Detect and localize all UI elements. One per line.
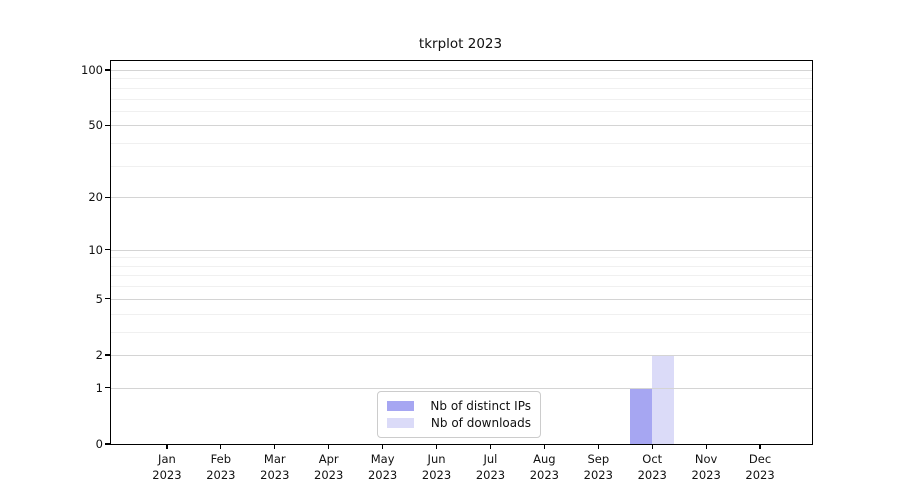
x-tick-label: Oct 2023 bbox=[637, 452, 667, 482]
gridline-minor bbox=[111, 331, 812, 333]
bar-distinct-ips bbox=[630, 387, 653, 444]
x-tick-label: May 2023 bbox=[367, 452, 398, 482]
x-tick-mark bbox=[597, 444, 599, 449]
legend-label-distinct-ips: Nb of distinct IPs bbox=[430, 398, 531, 413]
gridline-minor bbox=[111, 165, 812, 167]
y-tick-mark bbox=[105, 249, 111, 251]
x-tick-label: Nov 2023 bbox=[691, 452, 721, 482]
gridline-minor bbox=[111, 257, 812, 259]
x-tick-mark bbox=[435, 444, 438, 449]
y-tick-mark bbox=[105, 354, 111, 356]
legend-label-downloads: Nb of downloads bbox=[430, 415, 531, 430]
x-tick-label: Sep 2023 bbox=[583, 452, 613, 482]
y-tick-mark bbox=[105, 196, 111, 198]
legend-entry-distinct-ips: Nb of distinct IPs bbox=[387, 397, 531, 414]
x-tick-label: Mar 2023 bbox=[260, 452, 290, 482]
x-tick-mark bbox=[705, 444, 707, 449]
x-tick-mark bbox=[759, 444, 761, 449]
gridline-minor bbox=[111, 87, 812, 89]
legend: Nb of distinct IPs Nb of downloads bbox=[377, 391, 541, 438]
x-tick-label: Jun 2023 bbox=[421, 452, 452, 482]
y-tick-mark bbox=[105, 443, 111, 445]
x-tick-label: Apr 2023 bbox=[314, 452, 344, 482]
gridline-major bbox=[111, 197, 812, 199]
bar-downloads bbox=[652, 354, 675, 444]
y-tick-label: 50 bbox=[88, 118, 103, 133]
y-tick-label: 20 bbox=[88, 190, 103, 205]
chart-title: tkrplot 2023 bbox=[418, 36, 503, 52]
y-tick-label: 0 bbox=[95, 437, 103, 451]
gridline-minor bbox=[111, 265, 812, 267]
x-tick-label: Jan 2023 bbox=[152, 452, 182, 482]
x-tick-label: Jul 2023 bbox=[475, 452, 506, 482]
x-tick-mark bbox=[328, 444, 330, 449]
gridline-minor bbox=[111, 78, 812, 80]
x-tick-mark bbox=[274, 444, 276, 449]
y-tick-mark bbox=[105, 387, 111, 389]
gridline-major bbox=[111, 70, 812, 71]
y-tick-mark bbox=[105, 69, 111, 71]
gridline-minor bbox=[111, 143, 812, 145]
x-tick-mark bbox=[166, 444, 168, 449]
x-tick-label: Feb 2023 bbox=[206, 452, 236, 482]
gridline-minor bbox=[111, 286, 812, 288]
legend-swatch-distinct-ips bbox=[387, 400, 414, 411]
legend-entry-downloads: Nb of downloads bbox=[387, 414, 531, 431]
y-tick-label: 1 bbox=[95, 380, 103, 395]
gridline-major bbox=[111, 249, 812, 251]
gridline-major bbox=[111, 354, 812, 356]
gridline-minor bbox=[111, 313, 812, 315]
x-tick-mark bbox=[489, 444, 492, 449]
y-tick-mark bbox=[105, 298, 111, 300]
gridline-major bbox=[111, 125, 812, 127]
gridline-minor bbox=[111, 275, 812, 277]
legend-swatch-downloads bbox=[387, 417, 414, 428]
y-tick-mark bbox=[105, 124, 111, 126]
y-tick-label: 2 bbox=[95, 347, 103, 362]
y-tick-label: 10 bbox=[88, 242, 103, 257]
gridline-major bbox=[111, 387, 812, 389]
y-tick-label: 5 bbox=[95, 291, 103, 306]
x-tick-mark bbox=[543, 444, 545, 449]
gridline-minor bbox=[111, 98, 812, 100]
gridline-minor bbox=[111, 110, 812, 112]
plot-area: Nb of distinct IPs Nb of downloads Jan 20… bbox=[81, 60, 813, 482]
gridline-major bbox=[111, 298, 812, 300]
x-tick-label: Dec 2023 bbox=[745, 452, 775, 482]
x-tick-mark bbox=[220, 444, 222, 449]
x-tick-mark bbox=[651, 444, 653, 449]
x-tick-mark bbox=[382, 444, 384, 449]
y-tick-label: 100 bbox=[81, 63, 103, 77]
x-tick-label: Aug 2023 bbox=[529, 452, 560, 482]
